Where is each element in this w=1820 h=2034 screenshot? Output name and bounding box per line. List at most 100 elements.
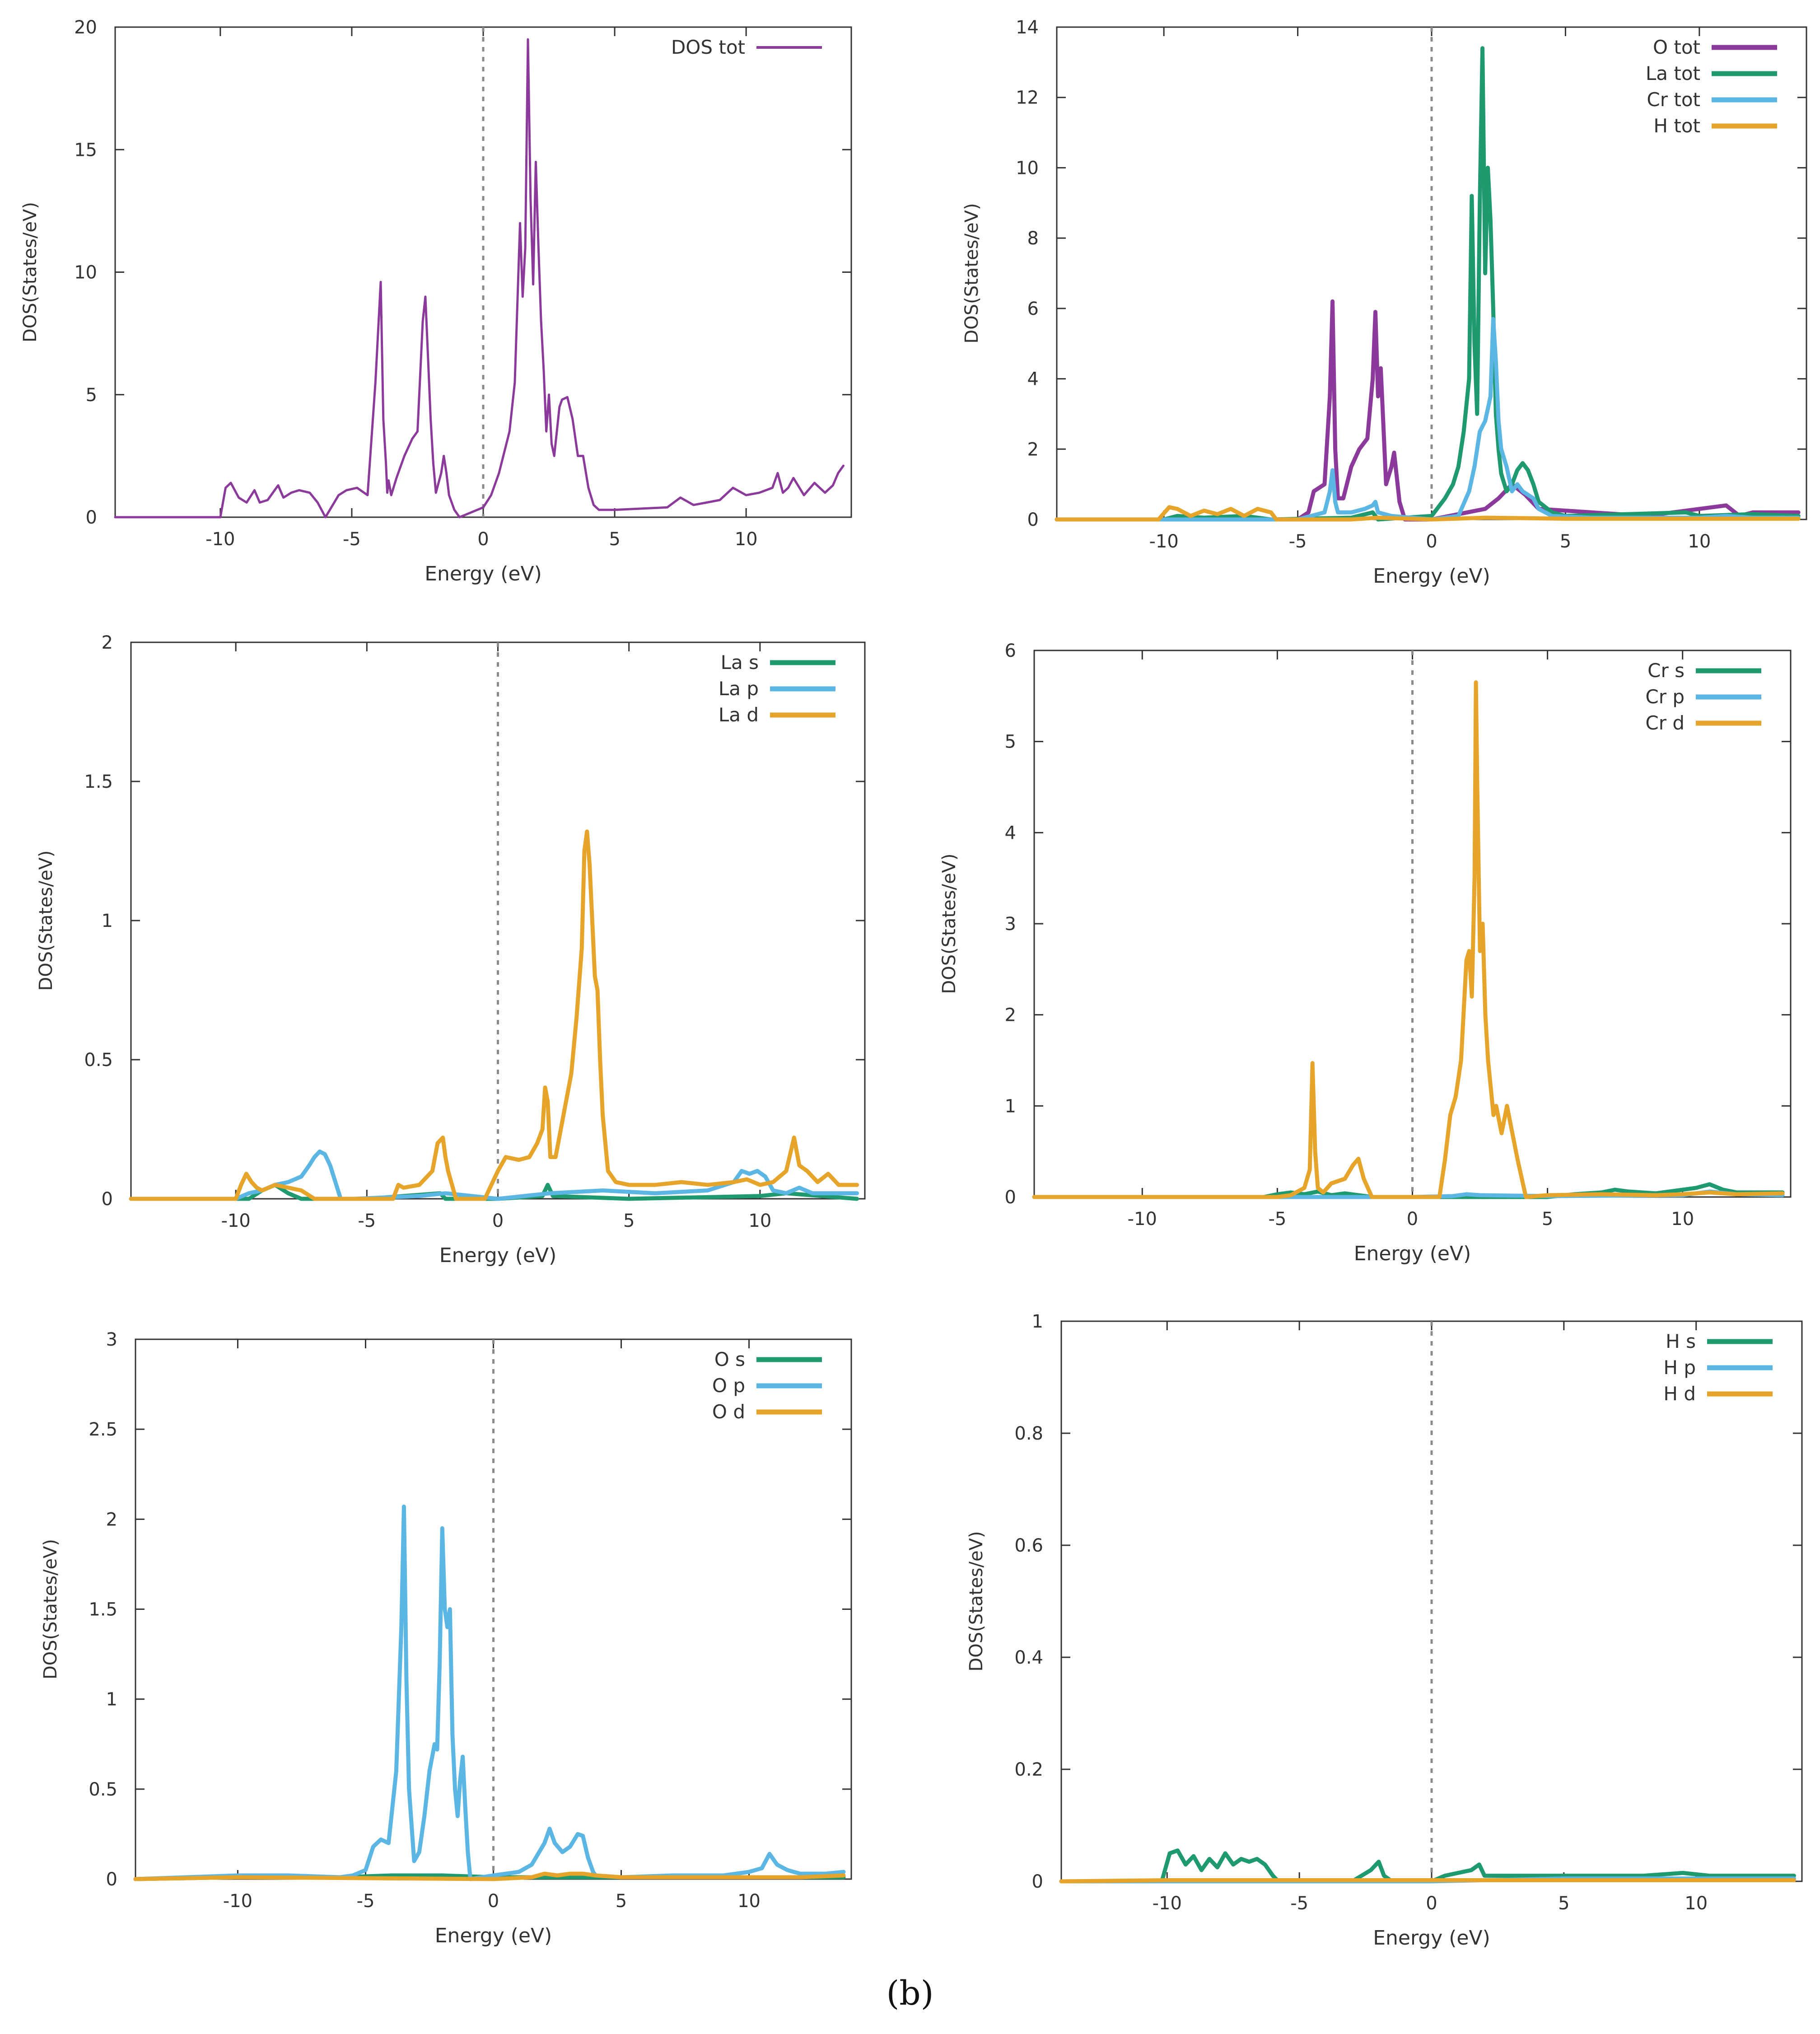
x-tick-label: 5 xyxy=(623,1211,635,1231)
series-line-h-d xyxy=(1059,1878,1796,1884)
y-tick-label: 2 xyxy=(106,1509,117,1530)
x-tick-label: 5 xyxy=(1560,531,1571,552)
x-tick-label: -5 xyxy=(1268,1209,1286,1230)
series-line-o-tot xyxy=(1055,299,1801,522)
x-axis-label: Energy (eV) xyxy=(1373,565,1490,588)
series-line-la-p xyxy=(129,1149,859,1201)
y-axis-label: DOS(States/eV) xyxy=(961,203,982,343)
chart-panel-1: -10 -5 0 5 10 0 5 10 15 20 Energy (eV) DOS(States/e… xyxy=(20,17,852,585)
legend-label: Cr p xyxy=(1645,686,1685,708)
series-line-h-tot xyxy=(1055,505,1801,522)
y-tick-label: 0 xyxy=(102,1189,113,1210)
y-tick-label: 0 xyxy=(1032,1871,1043,1892)
y-tick-label: 3 xyxy=(1005,914,1016,935)
y-tick-label: 1.5 xyxy=(89,1599,117,1620)
x-axis-label: Energy (eV) xyxy=(439,1244,557,1267)
y-tick-label: 5 xyxy=(1005,732,1016,753)
x-tick-label: -5 xyxy=(1290,1893,1308,1914)
x-tick-label: 10 xyxy=(748,1211,771,1231)
y-tick-label: 0 xyxy=(86,507,97,528)
y-tick-label: 14 xyxy=(1016,17,1039,38)
y-axis-label: DOS(States/eV) xyxy=(40,1539,61,1679)
series-line-la-d xyxy=(129,829,859,1201)
y-tick-label: 0.5 xyxy=(84,1050,113,1071)
y-tick-label: 0 xyxy=(1005,1187,1016,1208)
x-tick-label: 5 xyxy=(616,1891,627,1912)
legend-label: Cr s xyxy=(1647,659,1685,682)
legend-label: H p xyxy=(1663,1356,1696,1379)
legend-label: DOS tot xyxy=(671,36,745,58)
x-tick-label: -5 xyxy=(343,529,361,550)
x-tick-label: 0 xyxy=(477,529,489,550)
y-tick-label: 2 xyxy=(1027,439,1039,460)
y-axis-label: DOS(States/eV) xyxy=(20,202,41,342)
y-tick-label: 6 xyxy=(1005,641,1016,661)
y-tick-label: 2 xyxy=(102,632,113,653)
series-line-o-d xyxy=(133,1871,846,1881)
x-tick-label: -5 xyxy=(358,1211,376,1231)
chart-panel-2: -10 -5 0 5 10 0 2 4 6 8 10 12 14 Energy (eV) DOS(State… xyxy=(961,17,1807,588)
legend-label: Cr tot xyxy=(1647,89,1700,111)
chart-panel-4: -10 -5 0 5 10 0 1 2 3 4 5 6 Energy (eV) DOS(States/eV… xyxy=(939,641,1792,1265)
y-tick-label: 5 xyxy=(86,385,97,406)
y-tick-label: 2 xyxy=(1005,1005,1016,1026)
legend-label: La s xyxy=(721,651,759,673)
y-tick-label: 1 xyxy=(1005,1096,1016,1117)
y-tick-label: 1 xyxy=(106,1689,117,1710)
y-tick-label: 15 xyxy=(74,140,97,160)
y-tick-label: 20 xyxy=(74,17,97,38)
legend-label: O s xyxy=(714,1348,745,1370)
chart-panel-3: -10 -5 0 5 10 0 0.5 1 1.5 2 Energy (eV) DOS(States/… xyxy=(36,632,866,1267)
x-tick-label: 0 xyxy=(492,1211,504,1231)
x-tick-label: 5 xyxy=(1542,1209,1553,1230)
x-tick-label: 0 xyxy=(1426,531,1437,552)
legend-label: O tot xyxy=(1653,36,1700,58)
figure-caption: (b) xyxy=(886,1974,934,2013)
y-tick-label: 6 xyxy=(1027,299,1039,319)
y-axis-label: DOS(States/eV) xyxy=(36,850,56,991)
y-tick-label: 0 xyxy=(106,1869,117,1890)
x-tick-label: -10 xyxy=(1128,1209,1157,1230)
series-line-dos-tot xyxy=(114,38,845,519)
x-tick-label: 0 xyxy=(1407,1209,1418,1230)
y-tick-label: 8 xyxy=(1027,228,1039,249)
x-tick-label: 10 xyxy=(1688,531,1711,552)
series-line-cr-tot xyxy=(1055,317,1801,522)
x-tick-label: -10 xyxy=(221,1211,250,1231)
x-tick-label: 10 xyxy=(735,529,758,550)
series-line-cr-d xyxy=(1032,680,1785,1199)
legend-label: O p xyxy=(712,1375,745,1397)
legend-label: H d xyxy=(1663,1383,1696,1405)
x-axis-label: Energy (eV) xyxy=(425,562,542,585)
x-tick-label: -10 xyxy=(1153,1893,1182,1914)
y-tick-label: 3 xyxy=(106,1329,117,1350)
y-tick-label: 0.2 xyxy=(1014,1759,1043,1780)
x-tick-label: 0 xyxy=(488,1891,499,1912)
x-tick-label: -5 xyxy=(357,1891,375,1912)
y-tick-label: 10 xyxy=(74,262,97,283)
x-axis-label: Energy (eV) xyxy=(435,1924,552,1947)
legend-label: La d xyxy=(719,704,759,726)
legend-label: La p xyxy=(719,678,759,700)
legend-label: H tot xyxy=(1653,115,1700,137)
y-tick-label: 0.8 xyxy=(1014,1423,1043,1444)
y-tick-label: 10 xyxy=(1016,158,1039,178)
y-axis-label: DOS(States/eV) xyxy=(966,1531,987,1671)
y-tick-label: 1 xyxy=(1032,1311,1043,1332)
x-tick-label: -10 xyxy=(1149,531,1178,552)
x-axis-label: Energy (eV) xyxy=(1373,1926,1490,1950)
x-tick-label: 5 xyxy=(609,529,620,550)
x-tick-label: 0 xyxy=(1426,1893,1437,1914)
series-line-o-p xyxy=(133,1504,846,1881)
series-line-la-tot xyxy=(1055,46,1801,522)
legend-label: La tot xyxy=(1646,62,1700,84)
y-tick-label: 4 xyxy=(1005,823,1016,843)
y-tick-label: 0 xyxy=(1027,510,1039,530)
y-tick-label: 2.5 xyxy=(89,1419,117,1440)
y-axis-label: DOS(States/eV) xyxy=(939,853,960,994)
x-tick-label: 5 xyxy=(1558,1893,1569,1914)
x-tick-label: 10 xyxy=(737,1891,761,1912)
y-tick-label: 1 xyxy=(102,911,113,931)
y-tick-label: 12 xyxy=(1016,88,1039,108)
